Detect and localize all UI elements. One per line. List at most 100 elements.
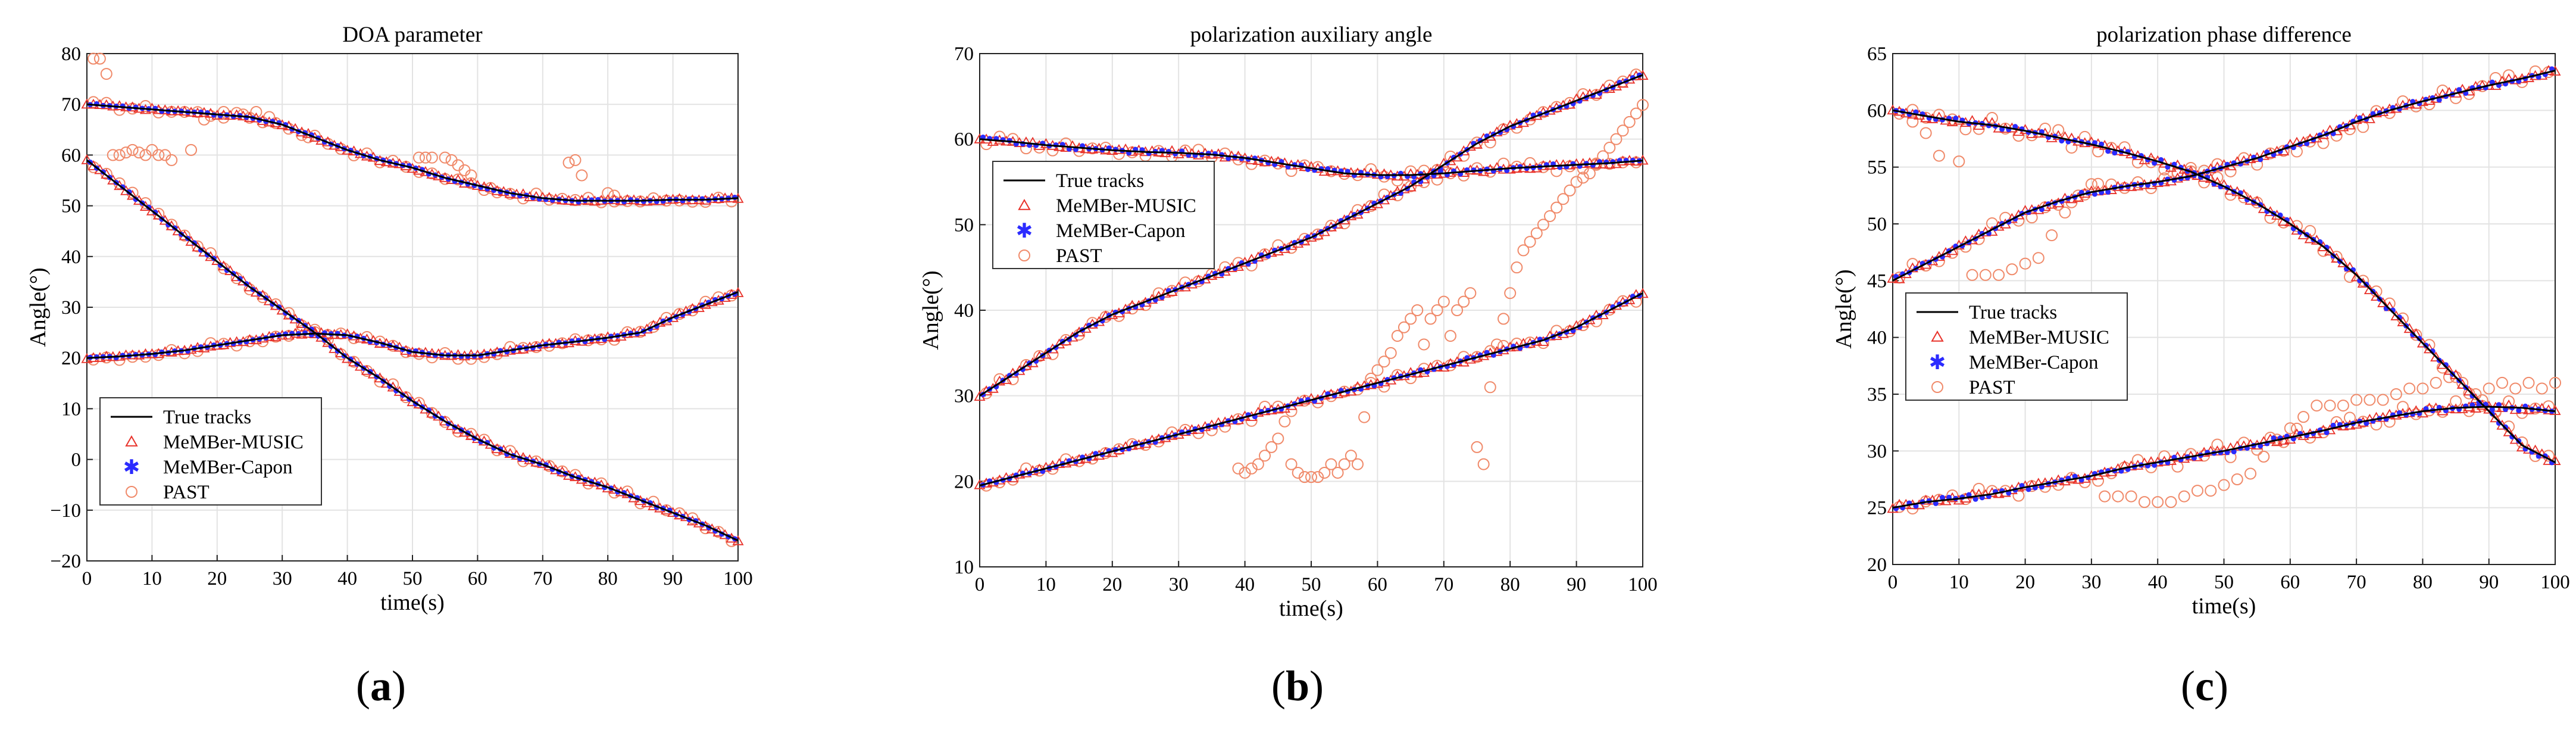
y-tick-label: 60 <box>1867 100 1887 121</box>
past-point <box>2549 376 2561 389</box>
capon-point <box>627 197 633 203</box>
past-point <box>2218 479 2230 491</box>
true-track-line <box>1892 406 2556 509</box>
y-tick-label: 25 <box>1867 498 1887 519</box>
past-point <box>2343 411 2356 424</box>
true-track-line <box>86 103 739 202</box>
past-point <box>1371 364 1384 376</box>
past-point <box>1966 269 1978 281</box>
past-point <box>250 105 262 118</box>
legend-swatch-past <box>1018 249 1030 261</box>
music-point <box>1973 488 1985 499</box>
past-point <box>2410 100 2422 113</box>
panel-caption: (b) <box>1271 662 1324 710</box>
past-point <box>1590 315 1603 327</box>
y-tick-label: 50 <box>1867 214 1887 235</box>
past-point <box>562 157 575 169</box>
y-tick-label: 40 <box>1867 327 1887 349</box>
past-point <box>1471 441 1483 453</box>
music-point <box>2456 379 2468 389</box>
music-point <box>426 407 438 418</box>
music-point <box>2105 142 2117 152</box>
music-point <box>172 225 184 236</box>
true-track-line <box>979 138 1643 176</box>
past-point <box>1424 313 1437 325</box>
past-point <box>1920 127 1932 139</box>
past-point <box>2231 473 2243 485</box>
past-point <box>1252 458 1264 470</box>
music-point <box>192 241 204 252</box>
music-point <box>2324 124 2336 135</box>
x-tick-label: 90 <box>1567 574 1586 595</box>
past-point <box>87 52 99 65</box>
music-point <box>1027 136 1039 147</box>
past-point <box>1959 123 1972 136</box>
legend-label: True tracks <box>1056 170 1144 192</box>
music-point <box>2059 131 2071 141</box>
capon-point <box>2496 402 2502 408</box>
music-point <box>2463 385 2475 396</box>
capon-point <box>2025 486 2031 492</box>
past-point <box>1477 458 1490 470</box>
series-true-tracks <box>86 103 739 542</box>
past-point <box>2509 382 2522 395</box>
past-point <box>2052 124 2065 136</box>
y-tick-label: 0 <box>71 450 82 471</box>
past-point <box>2092 475 2105 487</box>
music-point <box>276 304 288 315</box>
past-point <box>1458 295 1470 308</box>
past-point <box>1583 167 1596 180</box>
x-axis-label: time(s) <box>1279 596 1343 621</box>
past-point <box>1577 319 1589 332</box>
music-point <box>2430 351 2442 362</box>
past-point <box>1020 358 1032 371</box>
past-point <box>1259 450 1271 462</box>
y-tick-label: 80 <box>61 43 81 65</box>
past-point <box>2529 65 2541 77</box>
past-point <box>2125 490 2137 503</box>
past-point <box>569 154 582 166</box>
music-point <box>1405 168 1417 179</box>
legend-label: MeMBer-Capon <box>1056 220 1185 242</box>
x-tick-label: 50 <box>2214 572 2234 593</box>
music-point <box>2443 364 2455 375</box>
capon-point <box>2324 429 2330 435</box>
past-point <box>993 130 1006 143</box>
y-tick-label: −20 <box>50 551 81 572</box>
past-point <box>1331 466 1344 479</box>
past-point <box>1972 482 1985 495</box>
past-point <box>1464 287 1477 300</box>
past-point <box>2450 395 2462 407</box>
music-point <box>81 154 93 164</box>
past-point <box>1906 116 1919 128</box>
past-point <box>2006 263 2018 276</box>
past-point <box>412 151 425 164</box>
past-point <box>1564 184 1576 196</box>
y-tick-label: 55 <box>1867 157 1887 179</box>
past-point <box>361 147 373 160</box>
x-tick-label: 40 <box>2148 572 2168 593</box>
past-point <box>1530 227 1543 239</box>
past-point <box>2397 401 2409 413</box>
past-point <box>2032 252 2044 264</box>
legend-label: MeMBer-MUSIC <box>1056 195 1196 217</box>
past-point <box>2463 387 2475 400</box>
past-point <box>1285 458 1298 470</box>
past-point <box>1577 171 1589 184</box>
capon-point <box>2105 189 2111 195</box>
x-tick-label: 10 <box>1949 572 1969 593</box>
legend-label: PAST <box>163 482 210 503</box>
x-tick-label: 70 <box>533 568 552 589</box>
x-tick-label: 0 <box>975 574 985 595</box>
legend-swatch-music <box>1018 198 1031 210</box>
past-point <box>634 497 646 510</box>
past-point <box>1511 261 1523 274</box>
chart-title: polarization phase difference <box>2096 23 2352 47</box>
past-point <box>2536 382 2548 395</box>
x-tick-label: 80 <box>2413 572 2433 593</box>
music-point <box>1305 161 1317 171</box>
x-tick-label: 0 <box>1888 572 1898 593</box>
past-point <box>1345 450 1357 462</box>
past-point <box>1986 112 1998 124</box>
